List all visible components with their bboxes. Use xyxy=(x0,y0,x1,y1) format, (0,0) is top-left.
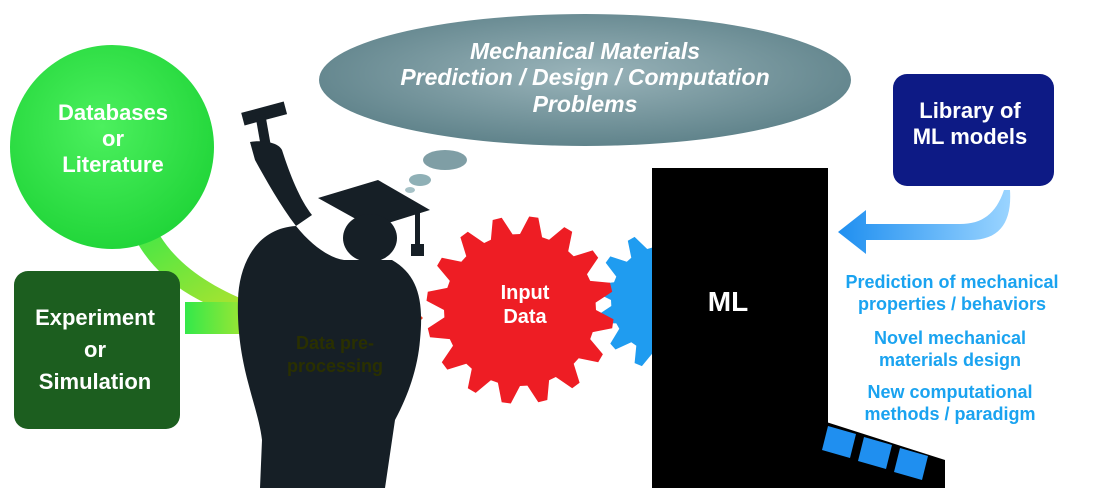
cloud-line-1: Mechanical Materials xyxy=(469,38,701,64)
output-3-line-2: methods / paradigm xyxy=(864,403,1036,424)
databases-line-1: Databases xyxy=(57,100,169,125)
thought-bubble-small-1 xyxy=(423,150,467,170)
experiment-box xyxy=(14,271,180,429)
databases-line-3: Literature xyxy=(62,151,164,177)
input-gear-shape xyxy=(426,216,614,404)
library-text: Library of ML models xyxy=(895,98,1045,150)
ml-label: ML xyxy=(707,286,749,317)
input-line-1: Input xyxy=(500,282,550,304)
databases-bubble xyxy=(10,45,214,249)
library-line-2: ML models xyxy=(912,123,1028,149)
output-item-design: Novel mechanical materials design xyxy=(835,328,1065,371)
preprocessing-label: Data pre- processing xyxy=(280,332,390,377)
output-1-line-2: properties / behaviors xyxy=(857,293,1047,314)
experiment-line-3: Simulation xyxy=(38,368,152,394)
input-data-gear-icon xyxy=(426,216,614,404)
preprocessing-line-1: Data pre- xyxy=(295,333,375,353)
ml-machine xyxy=(652,168,828,488)
input-line-2: Data xyxy=(503,305,547,328)
output-item-prediction: Prediction of mechanical properties / be… xyxy=(817,272,1087,315)
output-2-line-2: materials design xyxy=(878,349,1022,370)
experiment-line-1: Experiment xyxy=(35,305,155,330)
experiment-text: Experiment or Simulation xyxy=(15,302,175,398)
cloud-line-2: Prediction / Design / Computation xyxy=(400,64,770,91)
thought-cloud xyxy=(319,14,851,146)
graduate-silhouette-icon xyxy=(237,101,430,488)
experiment-line-2: or xyxy=(84,336,106,362)
library-arrow xyxy=(838,190,1011,254)
thought-cloud-text: Mechanical Materials Prediction / Design… xyxy=(335,38,835,117)
output-1-line-1: Prediction of mechanical xyxy=(845,272,1059,292)
library-box xyxy=(893,74,1054,186)
output-3-line-1: New computational xyxy=(867,382,1033,402)
thought-bubble-small-3 xyxy=(405,187,415,193)
library-line-1: Library of xyxy=(919,98,1021,123)
output-item-computation: New computational methods / paradigm xyxy=(835,382,1065,425)
output-blocks xyxy=(822,426,928,480)
thought-bubble-small-2 xyxy=(409,174,431,186)
cloud-line-3: Problems xyxy=(532,90,638,117)
output-2-line-1: Novel mechanical xyxy=(873,328,1027,348)
databases-text: Databases or Literature xyxy=(18,100,208,178)
databases-line-2: or xyxy=(102,125,124,151)
input-data-label: Input Data xyxy=(470,282,580,329)
preprocessing-line-2: processing xyxy=(286,355,384,376)
